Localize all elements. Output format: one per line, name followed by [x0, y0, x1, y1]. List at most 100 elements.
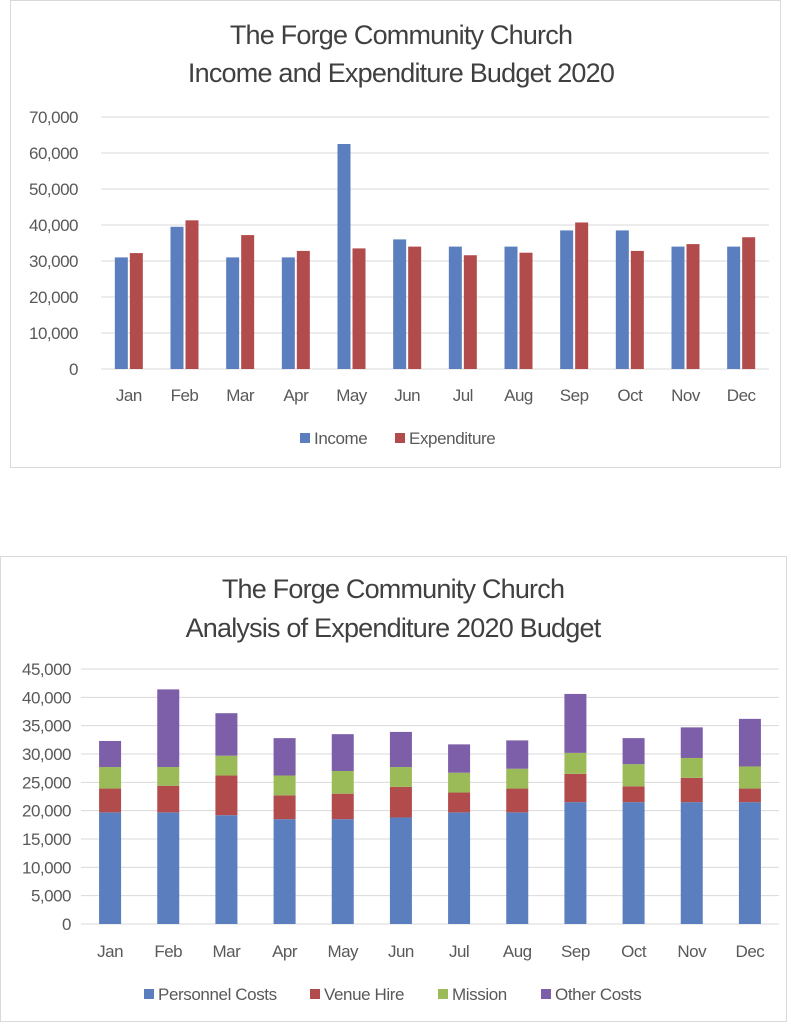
c2-bar-personnel-costs-sep	[564, 802, 587, 924]
c2-x-tick-label: Dec	[736, 942, 766, 961]
c2-bar-mission-dec	[738, 766, 761, 789]
c2-y-tick-label: 0	[62, 915, 71, 934]
c2-bar-other-costs-sep	[564, 693, 587, 753]
c2-bar-other-costs-feb	[157, 689, 180, 768]
c2-bar-mission-oct	[622, 764, 645, 787]
chart1-subtitle: Income and Expenditure Budget 2020	[188, 58, 614, 88]
income-expenditure-svg: The Forge Community Church Income and Ex…	[29, 20, 769, 448]
c2-bar-other-costs-dec	[738, 718, 761, 767]
c1-legend-swatch	[300, 433, 310, 443]
c2-bar-personnel-costs-apr	[273, 819, 296, 924]
c1-y-tick-label: 60,000	[29, 144, 78, 163]
c2-bar-venue-hire-apr	[273, 795, 296, 820]
c2-bar-venue-hire-mar	[215, 775, 238, 816]
c1-x-tick-label: Apr	[283, 386, 309, 405]
c2-bar-venue-hire-jul	[448, 792, 471, 813]
c2-bar-mission-aug	[506, 768, 529, 789]
c1-bar-income-mar	[226, 257, 240, 369]
c1-bar-expenditure-mar	[241, 235, 255, 369]
c1-bar-income-aug	[504, 246, 518, 369]
c1-bar-income-jun	[393, 239, 407, 369]
c2-bar-other-costs-aug	[506, 740, 529, 769]
c2-bar-mission-sep	[564, 752, 587, 774]
c1-bar-expenditure-feb	[185, 220, 199, 369]
c1-bar-income-apr	[281, 257, 295, 369]
c2-x-tick-label: Apr	[272, 942, 298, 961]
c1-bar-expenditure-jul	[463, 255, 477, 369]
c2-x-tick-label: Nov	[677, 942, 707, 961]
c1-bar-expenditure-aug	[519, 252, 533, 369]
c1-bar-expenditure-nov	[686, 244, 700, 369]
c2-bar-other-costs-jun	[389, 731, 412, 768]
c2-bar-other-costs-nov	[680, 727, 703, 758]
c2-y-tick-label: 10,000	[22, 858, 71, 877]
c2-bar-personnel-costs-nov	[680, 802, 703, 924]
c2-bar-venue-hire-sep	[564, 773, 587, 803]
c1-y-tick-label: 10,000	[29, 324, 78, 343]
c2-bar-mission-feb	[157, 767, 180, 786]
c2-legend-label: Mission	[452, 985, 507, 1004]
chart2-subtitle: Analysis of Expenditure 2020 Budget	[186, 613, 602, 643]
c2-legend-label: Personnel Costs	[158, 985, 277, 1004]
chart1-title: The Forge Community Church	[230, 20, 572, 50]
c2-x-tick-label: May	[327, 942, 359, 961]
c1-x-tick-label: Sep	[560, 386, 589, 405]
c2-x-tick-label: Jul	[449, 942, 469, 961]
c2-bar-mission-apr	[273, 775, 296, 796]
c1-x-tick-label: Jun	[394, 386, 420, 405]
c2-bar-other-costs-jan	[99, 740, 122, 768]
c1-legend-label: Expenditure	[409, 429, 495, 448]
c1-bar-expenditure-may	[352, 248, 366, 369]
expenditure-analysis-chart: The Forge Community Church Analysis of E…	[0, 556, 787, 1022]
c2-bar-personnel-costs-jun	[389, 817, 412, 924]
c1-bar-expenditure-dec	[742, 237, 756, 369]
c2-bar-mission-mar	[215, 755, 238, 776]
c2-legend-swatch	[144, 989, 154, 999]
c2-bar-venue-hire-oct	[622, 786, 645, 803]
c2-x-tick-label: Aug	[503, 942, 532, 961]
c1-y-tick-label: 0	[69, 360, 78, 379]
chart2-title: The Forge Community Church	[222, 574, 564, 604]
c2-bar-mission-jan	[99, 767, 122, 789]
c2-bar-venue-hire-may	[331, 793, 354, 820]
c1-x-tick-label: Oct	[617, 386, 643, 405]
income-expenditure-chart: The Forge Community Church Income and Ex…	[10, 0, 781, 468]
c1-bar-income-jul	[448, 246, 462, 369]
c2-x-tick-label: Feb	[154, 942, 182, 961]
c2-bar-personnel-costs-jan	[99, 812, 122, 924]
c2-bar-venue-hire-feb	[157, 785, 180, 813]
c2-legend-label: Other Costs	[555, 985, 641, 1004]
c2-y-tick-label: 25,000	[22, 773, 71, 792]
c2-bar-venue-hire-jun	[389, 786, 412, 818]
c2-legend-swatch	[438, 989, 448, 999]
c2-y-tick-label: 45,000	[22, 660, 71, 679]
c1-bar-income-oct	[615, 230, 629, 369]
c1-y-tick-label: 20,000	[29, 288, 78, 307]
c2-x-tick-label: Jun	[388, 942, 414, 961]
c2-bar-other-costs-jul	[448, 744, 471, 773]
c2-x-tick-label: Jan	[97, 942, 123, 961]
c2-bar-mission-nov	[680, 757, 703, 778]
c2-y-tick-label: 40,000	[22, 688, 71, 707]
c2-bar-personnel-costs-may	[331, 819, 354, 924]
c2-bar-other-costs-may	[331, 734, 354, 771]
c1-bar-income-feb	[170, 226, 184, 369]
c2-y-tick-label: 15,000	[22, 830, 71, 849]
c1-x-tick-label: Aug	[504, 386, 533, 405]
c1-x-tick-label: Mar	[226, 386, 255, 405]
c1-x-tick-label: Dec	[727, 386, 757, 405]
c2-bar-other-costs-apr	[273, 738, 296, 776]
c2-bar-personnel-costs-oct	[622, 802, 645, 924]
c1-bar-expenditure-sep	[575, 222, 589, 369]
c2-x-tick-label: Sep	[561, 942, 590, 961]
c1-bar-expenditure-oct	[630, 250, 644, 369]
c2-legend-swatch	[310, 989, 320, 999]
c1-x-tick-label: May	[336, 386, 368, 405]
c1-x-tick-label: Jul	[453, 386, 473, 405]
c2-legend-swatch	[541, 989, 551, 999]
c1-bar-expenditure-jun	[408, 246, 422, 369]
c1-x-tick-label: Jan	[116, 386, 142, 405]
c1-x-tick-label: Feb	[171, 386, 199, 405]
c2-bar-personnel-costs-aug	[506, 812, 529, 924]
c2-bar-mission-jul	[448, 772, 471, 793]
